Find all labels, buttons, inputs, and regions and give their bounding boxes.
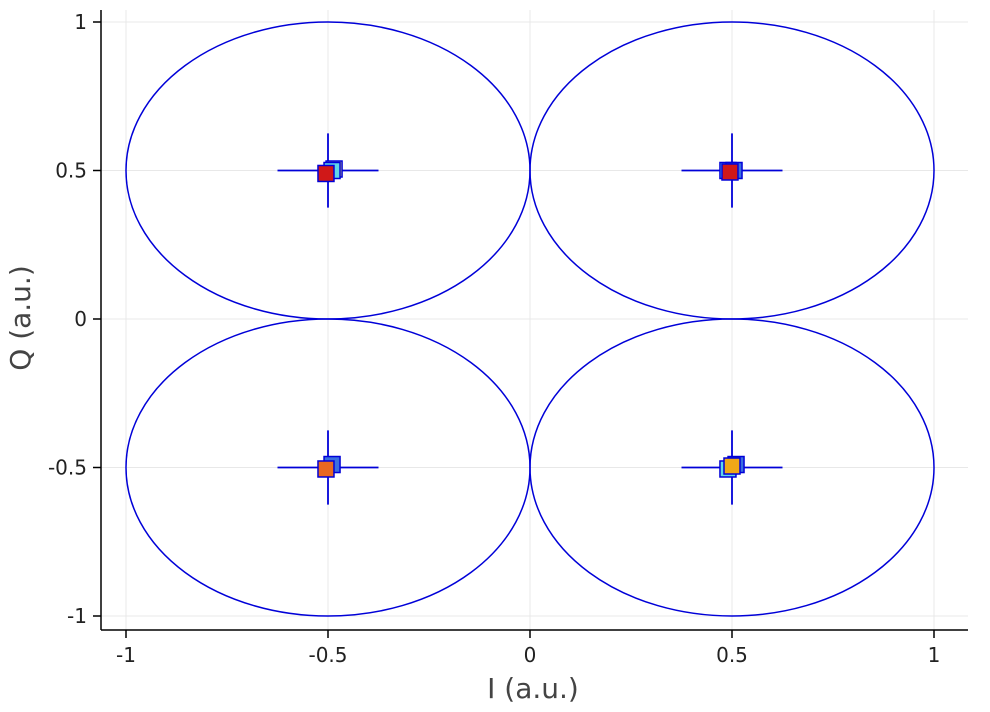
sample-points [317,160,745,478]
decision-circle [529,318,935,617]
ticks: -1 -0.5 0 0.5 1 1 0.5 0 -0.5 -1 [48,10,940,667]
x-tick-label: 1 [928,643,941,667]
x-tick-label: 0 [524,643,537,667]
sample-point [317,164,335,183]
y-axis-title: Q (a.u.) [4,265,37,371]
x-tick-label: -1 [116,643,136,667]
x-tick-label: -0.5 [308,643,347,667]
sample-point [721,163,739,181]
y-tick-label: 0.5 [55,159,87,183]
axes [100,10,968,631]
y-tick-label: -1 [67,604,87,628]
x-axis-title: I (a.u.) [487,672,579,705]
sample-point [317,460,335,478]
y-tick-label: 1 [74,10,87,34]
sample-point [723,457,741,475]
x-tick-label: 0.5 [716,643,748,667]
y-tick-label: 0 [74,307,87,331]
y-tick-label: -0.5 [48,456,87,480]
grid [101,10,968,630]
